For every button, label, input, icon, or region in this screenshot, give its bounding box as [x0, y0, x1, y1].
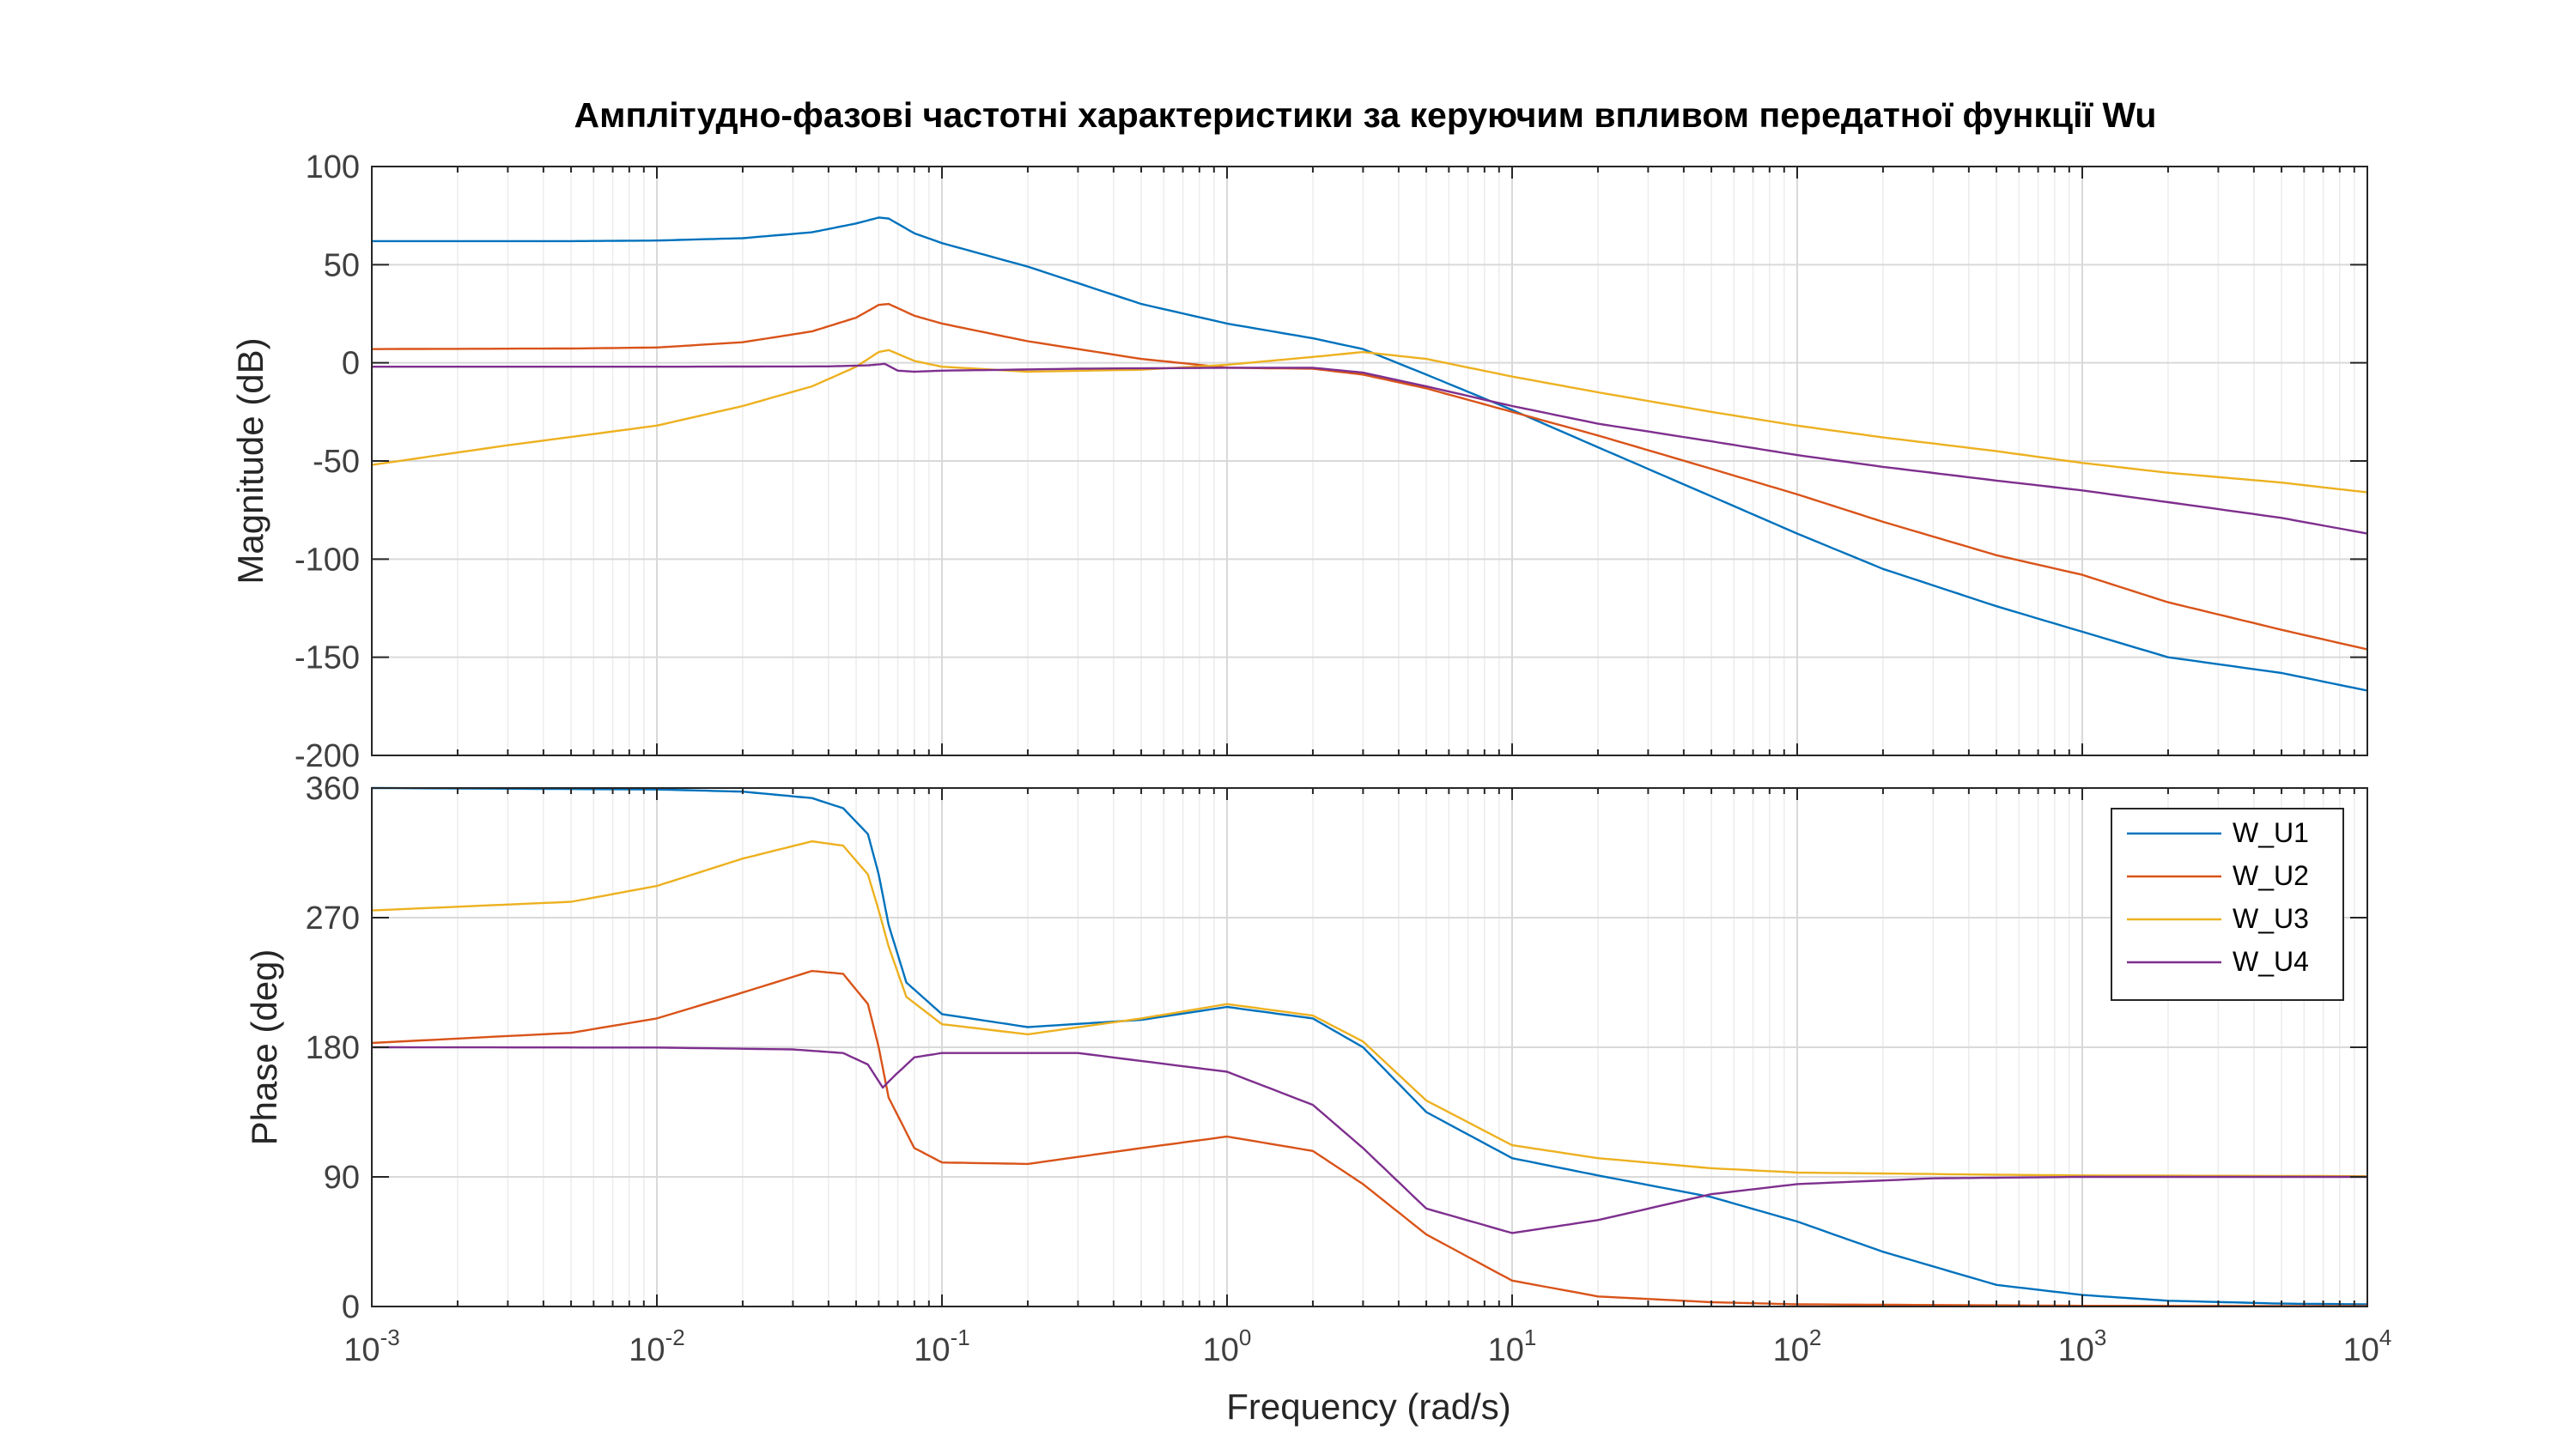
x-tick-label: 101 [1488, 1325, 1537, 1368]
phase-y-tick-label: 270 [306, 900, 360, 937]
magnitude-y-tick-label: -200 [295, 738, 360, 774]
x-tick-base: 10 [2058, 1332, 2094, 1368]
x-tick-base: 10 [1773, 1332, 1809, 1368]
phase-y-axis-label: Phase (deg) [244, 949, 284, 1146]
phase-y-tick-label: 90 [324, 1160, 360, 1196]
phase-axes: 0 90 180 270 360 Phase (deg) [244, 771, 2368, 1325]
x-tick-label: 10-1 [914, 1325, 969, 1368]
phase-line-w-u4 [372, 1046, 2367, 1234]
magnitude-y-tick-labels: -200 -150 -100 -50 0 50 100 [295, 149, 360, 774]
x-axis-label: Frequency (rad/s) [1226, 1386, 1510, 1427]
x-tick-base: 10 [343, 1332, 380, 1368]
x-tick-label: 10-2 [629, 1325, 684, 1368]
legend-label-w-u1: W_U1 [2233, 817, 2309, 848]
legend: W_U1 W_U2 W_U3 W_U4 [2111, 808, 2344, 1001]
x-tick-exponent: -3 [380, 1325, 400, 1350]
legend-label-w-u2: W_U2 [2233, 860, 2309, 891]
magnitude-axes-frame [371, 166, 2368, 756]
phase-tick-marks [371, 787, 2368, 1307]
magnitude-line-w-u1 [372, 216, 2368, 692]
phase-axes-frame [371, 787, 2368, 1307]
x-tick-label: 102 [1773, 1325, 1822, 1368]
magnitude-series [371, 216, 2368, 692]
phase-line-w-u1 [371, 786, 2368, 1306]
magnitude-y-tick-label: -50 [313, 444, 360, 480]
x-tick-exponent: 3 [2094, 1325, 2106, 1350]
x-tick-base: 10 [1488, 1332, 1524, 1368]
x-tick-exponent: 2 [1809, 1325, 1821, 1350]
x-tick-label: 10-3 [343, 1325, 399, 1368]
magnitude-tick-marks [371, 166, 2368, 756]
x-tick-label: 103 [2058, 1325, 2107, 1368]
phase-line-w-u2 [371, 969, 2367, 1307]
magnitude-line-w-u4 [372, 362, 2368, 535]
chart-title: Амплітудно-фазові частотні характеристик… [574, 95, 2157, 135]
x-tick-exponent: 1 [1524, 1325, 1536, 1350]
x-tick-exponent: 0 [1239, 1325, 1251, 1350]
phase-y-tick-label: 180 [306, 1030, 360, 1066]
x-tick-base: 10 [1203, 1332, 1239, 1368]
x-tick-labels: 10-3 10-2 10-1 100 101 102 103 104 [343, 1325, 2391, 1368]
legend-label-w-u4: W_U4 [2233, 946, 2309, 977]
x-tick-base: 10 [2343, 1332, 2379, 1368]
x-tick-exponent: -1 [951, 1325, 970, 1350]
phase-y-tick-label: 360 [306, 771, 360, 807]
magnitude-y-tick-label: 0 [342, 346, 360, 382]
phase-series [371, 786, 2368, 1307]
magnitude-y-tick-label: -100 [295, 542, 360, 578]
magnitude-y-axis-label: Magnitude (dB) [230, 337, 270, 584]
legend-label-w-u3: W_U3 [2233, 903, 2309, 934]
magnitude-y-tick-label: 50 [324, 247, 360, 283]
x-tick-base: 10 [914, 1332, 950, 1368]
magnitude-axes: -200 -150 -100 -50 0 50 100 Magnitude (dB) [230, 149, 2368, 774]
magnitude-y-tick-label: 100 [306, 149, 360, 185]
legend-box [2111, 808, 2344, 1001]
x-tick-base: 10 [629, 1332, 665, 1368]
x-tick-label: 104 [2343, 1325, 2392, 1368]
x-tick-label: 100 [1203, 1325, 1252, 1368]
phase-y-tick-label: 0 [342, 1289, 360, 1325]
magnitude-y-tick-label: -150 [295, 640, 360, 676]
phase-y-tick-labels: 0 90 180 270 360 [306, 771, 360, 1325]
x-tick-exponent: 4 [2379, 1325, 2391, 1350]
phase-line-w-u3 [371, 840, 2368, 1178]
magnitude-line-w-u3 [371, 349, 2368, 494]
x-tick-exponent: -2 [665, 1325, 685, 1350]
